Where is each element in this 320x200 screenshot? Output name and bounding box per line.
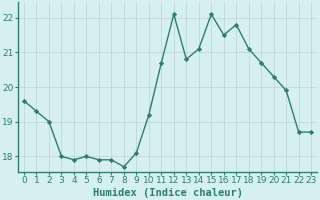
X-axis label: Humidex (Indice chaleur): Humidex (Indice chaleur) [92,188,243,198]
